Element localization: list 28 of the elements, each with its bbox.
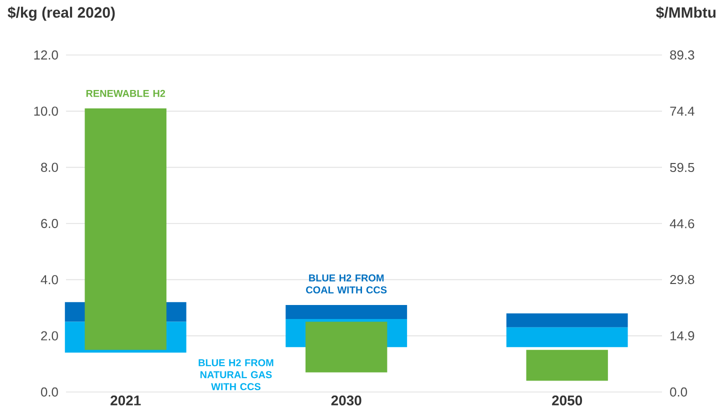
y2-tick-label: 14.9: [670, 331, 694, 340]
series-label: BLUE H2 FROM COAL WITH CCS: [306, 274, 387, 294]
x-tick-label: 2030: [331, 396, 362, 406]
bar: [84, 108, 166, 350]
bar: [506, 327, 628, 348]
y-tick-label: 0.0: [40, 387, 58, 397]
bar: [286, 304, 408, 319]
y-tick-label: 4.0: [40, 275, 58, 284]
x-tick-label: 2021: [110, 396, 141, 406]
x-tick-label: 2050: [552, 396, 582, 406]
y2-tick-label: 0.0: [670, 387, 688, 397]
y-tick-label: 12.0: [34, 50, 58, 60]
y2-tick-label: 59.5: [670, 162, 694, 172]
bar: [526, 350, 608, 381]
series-label: BLUE H2 FROM NATURAL GAS WITH CCS: [198, 359, 274, 390]
y2-tick-label: 89.3: [670, 50, 694, 60]
y2-axis-title: $/MMbtu: [656, 6, 716, 19]
y-axis-title: $/kg (real 2020): [8, 6, 115, 21]
y2-tick-label: 74.4: [670, 106, 694, 116]
y2-tick-label: 44.6: [670, 219, 694, 228]
y-tick-label: 6.0: [41, 218, 58, 228]
y-tick-label: 10.0: [34, 106, 58, 116]
bar: [306, 322, 388, 372]
bar: [506, 313, 628, 328]
y-tick-label: 8.0: [41, 162, 58, 172]
y2-tick-label: 29.8: [670, 274, 694, 284]
y-tick-label: 2.0: [41, 331, 58, 340]
series-label: RENEWABLE H2: [86, 90, 166, 97]
